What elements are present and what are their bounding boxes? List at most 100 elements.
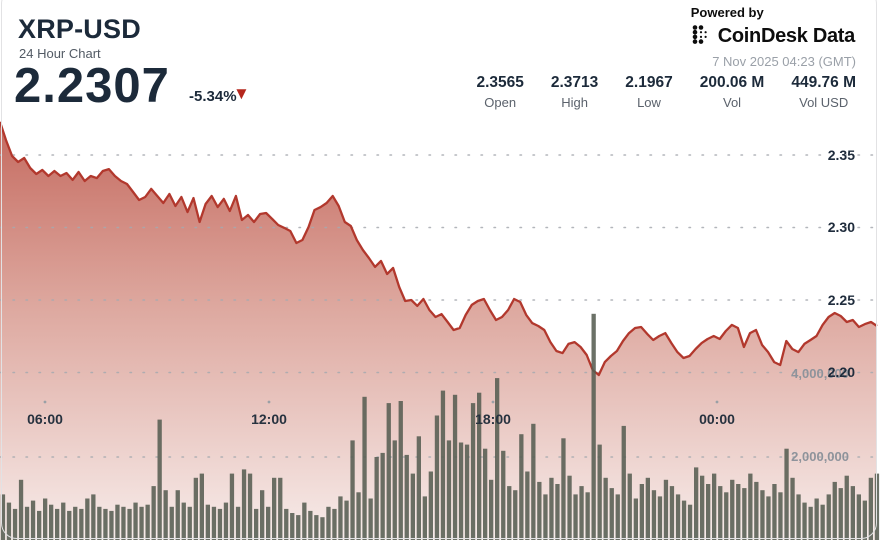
time-axis-label: 06:00 [27,411,63,427]
volume-bar [507,486,512,540]
volume-bar [802,502,807,540]
volume-bar [513,490,518,540]
volume-bar [742,488,747,540]
volume-bar [832,481,837,540]
volume-bar [18,479,24,540]
chart-period-subtitle: 24 Hour Chart [19,46,101,61]
volume-bar [30,500,36,540]
stat-label: Low [637,95,661,110]
stat-label: High [561,95,588,110]
volume-bar [157,419,162,540]
volume-bar [844,475,849,540]
price-down-arrow-icon: ▼ [233,84,250,103]
stat-value: 2.3565 [476,74,524,91]
volume-bar [669,486,675,540]
stat-value: 200.06 M [699,74,765,91]
time-axis-label: 18:00 [475,411,511,427]
volume-axis-label: 2,000,000 [791,449,849,464]
branding-block: Powered by CoinDesk Data [690,5,856,50]
volume-bar [591,313,596,540]
volume-bar [609,488,614,540]
volume-bar [700,475,705,540]
volume-bar [519,434,524,540]
volume-bar [350,440,355,540]
volume-bar [85,498,90,540]
stat-value: 2.1967 [625,74,673,91]
volume-bar [567,475,572,540]
volume-bar [356,492,361,540]
volume-bar [205,504,210,540]
volume-bar [712,473,717,540]
volume-bar [127,508,132,540]
volume-bar [61,502,66,540]
volume-bar [706,484,711,540]
volume-bar [730,479,735,540]
volume-bar [55,508,60,540]
volume-bar [410,473,415,540]
volume-bar [404,454,409,540]
volume-bar [422,496,427,540]
volume-bar [37,510,42,540]
volume-bar [501,450,506,540]
volume-bar [724,492,729,540]
coindesk-data-logo[interactable]: CoinDesk Data [691,23,855,50]
volume-bar [627,473,632,540]
volume-bar [470,403,476,540]
volume-bar [555,484,560,540]
stat-value: 2.3713 [550,74,599,91]
powered-by-label: Powered by [690,5,764,20]
volume-bar [260,490,265,540]
volume-bar [428,471,433,540]
volume-bar [374,457,379,540]
volume-bar [217,508,223,540]
volume-bar [790,477,795,540]
volume-bar [163,490,168,540]
volume-bar [645,477,650,540]
volume-axis-label: 4,000,000 [791,366,849,381]
volume-bar [241,469,247,540]
volume-bar [362,396,367,540]
volume-bar [483,448,488,540]
volume-bar [766,496,771,540]
volume-bar [778,492,783,540]
volume-bar [254,508,259,540]
volume-bar [6,502,12,540]
volume-bar [808,506,813,540]
volume-bar [314,515,319,540]
price-axis-label: 2.30 [827,219,855,235]
time-tick-dot [491,400,495,404]
volume-bar [579,486,584,540]
volume-bar [621,425,626,540]
volume-bar [633,498,638,540]
volume-bar [651,490,657,540]
volume-bar [464,444,470,540]
time-tick-dot [715,400,719,404]
volume-bar [573,494,578,540]
volume-bar [272,477,277,540]
volume-bar [784,448,789,540]
volume-bar [290,513,295,540]
volume-bar [12,508,18,540]
volume-bar [525,471,530,540]
coindesk-data-wordmark: CoinDesk Data [717,25,856,47]
volume-bar [211,506,217,540]
volume-bar [531,423,536,540]
volume-bar [681,500,687,540]
volume-bar [115,504,120,540]
volume-bar [736,484,741,540]
volume-bar [585,492,590,540]
volume-bar [332,508,337,540]
volume-bar [380,452,385,540]
instrument-title: XRP-USD [18,14,141,44]
volume-bar [796,494,801,540]
volume-bar [663,479,669,540]
price-line [0,121,878,377]
stat-label: Open [484,95,517,110]
volume-bar [537,481,542,540]
volume-bar [229,473,235,540]
volume-bar [91,494,96,540]
volume-bar [868,477,873,540]
volume-bar [748,473,753,540]
